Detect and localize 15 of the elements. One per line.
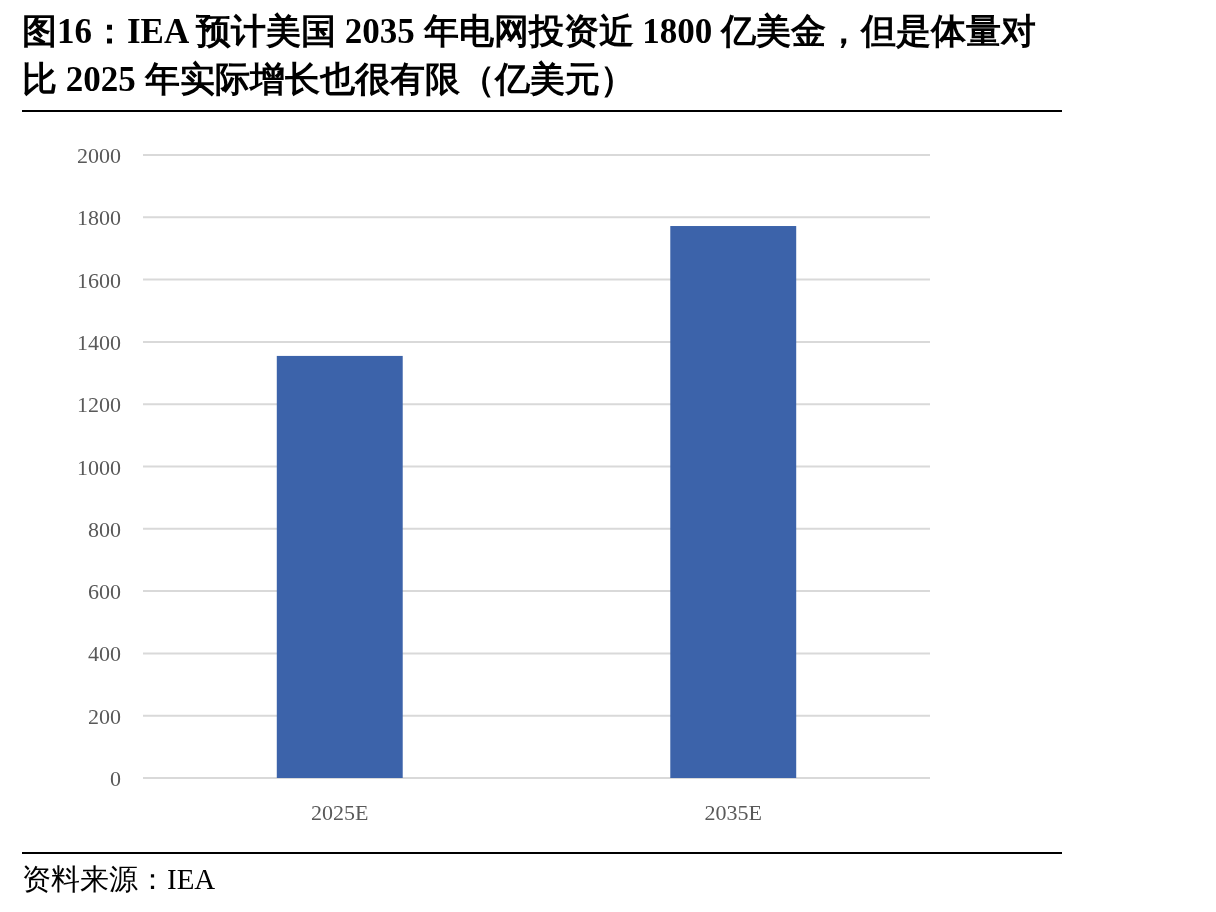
y-tick-label: 800	[88, 516, 121, 542]
y-tick-label: 200	[88, 703, 121, 729]
y-tick-label: 600	[88, 579, 121, 605]
y-tick-label: 400	[88, 641, 121, 667]
text: 资料来源：IEA	[22, 852, 1062, 900]
y-tick-label: 2000	[77, 143, 121, 168]
y-tick-label: 1800	[77, 205, 121, 231]
y-tick-label: 1600	[77, 267, 121, 293]
y-tick-label: 0	[110, 766, 121, 791]
x-tick-label: 2025E	[311, 800, 369, 825]
chart-title: 图16：IEA 预计美国 2035 年电网投资近 1800 亿美金，但是体量对比 2025 年实际增长也很有限（亿美元）	[22, 8, 1062, 112]
x-tick-label: 2035E	[704, 800, 762, 825]
y-tick-label: 1400	[77, 329, 121, 355]
y-tick-label: 1200	[77, 392, 121, 418]
y-tick-label: 1000	[77, 454, 121, 480]
